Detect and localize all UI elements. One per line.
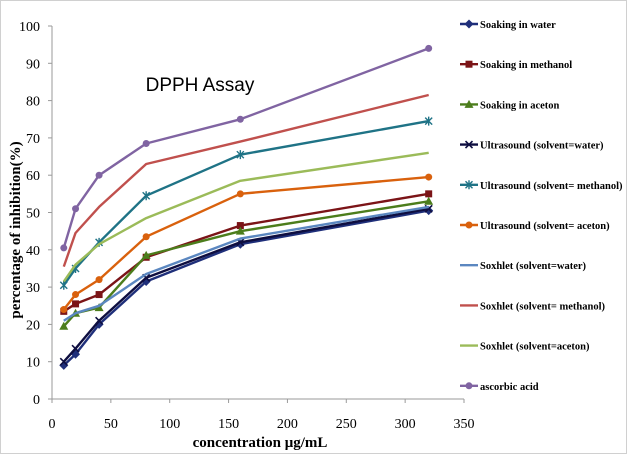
data-point — [142, 139, 150, 147]
series-group — [62, 151, 429, 283]
data-point — [424, 196, 434, 205]
legend-item: Soaking in methanol — [460, 60, 572, 71]
x-tick-label: 150 — [218, 417, 239, 432]
series-group — [62, 93, 429, 267]
data-point — [425, 190, 433, 198]
x-tick-label: 50 — [104, 417, 118, 432]
series-line — [62, 93, 429, 267]
y-tick-label: 100 — [19, 20, 40, 35]
data-point — [59, 280, 68, 290]
legend-item: Ultrasound (solvent=water) — [460, 140, 604, 152]
legend-item: Ultrasound (solvent= methanol) — [460, 180, 623, 192]
x-tick-label: 100 — [159, 417, 180, 432]
y-tick-label: 40 — [26, 244, 40, 259]
legend-item: Soxhlet (solvent=aceton) — [460, 342, 590, 353]
series-line — [63, 205, 429, 322]
data-point — [142, 191, 151, 201]
series-group — [59, 116, 433, 290]
data-point — [95, 171, 103, 179]
data-point — [236, 222, 244, 230]
series-line — [62, 151, 429, 283]
y-tick-label: 80 — [26, 95, 40, 110]
legend-marker — [464, 140, 474, 149]
legend-marker — [464, 19, 474, 29]
data-point — [60, 244, 68, 252]
data-point — [95, 316, 104, 325]
y-tick-label: 70 — [26, 132, 40, 147]
x-tick-label: 350 — [454, 417, 475, 432]
data-point — [72, 205, 80, 213]
data-point — [59, 357, 68, 366]
x-tick-label: 250 — [336, 417, 357, 432]
y-tick-label: 10 — [26, 356, 40, 371]
legend-label: Ultrasound (solvent=water) — [480, 141, 604, 152]
legend-label: Soxhlet (solvent= methanol) — [480, 301, 605, 312]
legend-item: Ultrasound (solvent= aceton) — [460, 221, 610, 232]
data-point — [425, 44, 433, 52]
legend-label: Soxhlet (solvent=aceton) — [480, 342, 590, 353]
data-point — [425, 173, 433, 181]
data-point — [71, 344, 80, 353]
legend-marker — [465, 180, 473, 190]
x-axis-title: concentration μg/mL — [193, 435, 328, 451]
y-tick-label: 0 — [33, 393, 40, 408]
legend-item: ascorbic acid — [460, 382, 539, 393]
legend-label: Ultrasound (solvent= aceton) — [480, 221, 610, 232]
x-tick-label: 200 — [277, 417, 298, 432]
legend-marker — [465, 60, 473, 68]
legend-marker — [465, 221, 473, 229]
y-tick-label: 60 — [26, 169, 40, 184]
plot-area — [59, 44, 434, 370]
legend-item: Soxhlet (solvent= methanol) — [460, 301, 605, 312]
y-tick-label: 90 — [26, 57, 40, 72]
series-group — [59, 204, 433, 366]
legend-label: Soaking in water — [480, 20, 556, 31]
legend-label: Ultrasound (solvent= methanol) — [480, 181, 623, 192]
legend-item: Soaking in water — [460, 19, 556, 31]
data-point — [141, 250, 151, 259]
x-tick-label: 0 — [49, 417, 56, 432]
series-line — [62, 47, 430, 249]
legend-marker — [464, 99, 474, 108]
data-point — [72, 300, 80, 308]
axes: 0 10 20 30 40 50 60 70 80 90 100 0 50 100 150 200 250 300… — [19, 20, 475, 432]
series-group — [63, 205, 429, 322]
series-group — [60, 173, 433, 313]
legend-item: Soxhlet (solvent=water) — [460, 261, 587, 272]
y-tick-label: 30 — [26, 281, 40, 296]
data-point — [236, 150, 245, 160]
data-point — [235, 226, 245, 235]
data-point — [142, 233, 150, 241]
data-point — [72, 291, 80, 299]
data-point — [94, 303, 104, 312]
series-group — [60, 44, 433, 252]
legend-label: ascorbic acid — [480, 382, 539, 393]
data-point — [236, 190, 244, 198]
legend-label: Soaking in methanol — [480, 60, 572, 71]
legend: Soaking in water Soaking in methanol Soaki… — [460, 19, 623, 393]
data-point — [236, 115, 244, 123]
legend-label: Soaking in aceton — [480, 100, 560, 111]
legend-item: Soaking in aceton — [460, 99, 560, 111]
legend-marker — [465, 382, 473, 390]
x-tick-label: 300 — [395, 417, 416, 432]
data-point — [95, 291, 103, 299]
legend-label: Soxhlet (solvent=water) — [480, 261, 587, 272]
data-point — [424, 116, 433, 126]
data-point — [59, 321, 69, 330]
y-axis-title: percentage of inhibition(%) — [8, 141, 24, 318]
data-point — [95, 276, 103, 284]
y-tick-label: 20 — [26, 318, 40, 333]
data-point — [60, 305, 68, 313]
y-tick-label: 50 — [26, 207, 40, 222]
chart-title: DPPH Assay — [146, 75, 255, 96]
